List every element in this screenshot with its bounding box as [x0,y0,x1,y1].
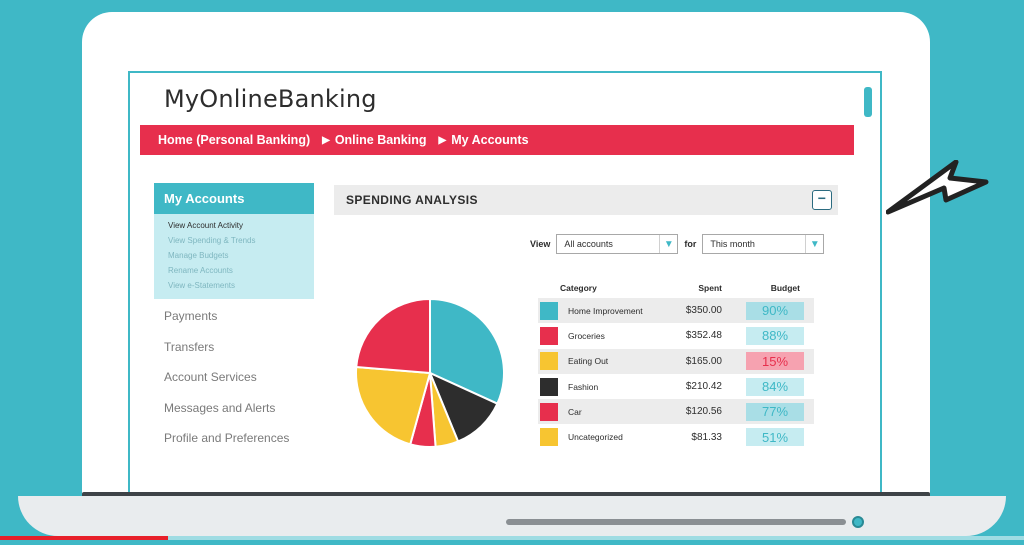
table-header: Category Spent Budget [538,278,814,298]
power-indicator [852,516,864,528]
pie-slice-uncategorized [355,365,432,446]
header-budget: Budget [770,283,800,293]
category-swatch [540,326,558,345]
category-swatch [540,402,558,421]
row-category: Groceries [568,330,605,341]
sidebar-item-payments[interactable]: Payments [164,309,218,323]
video-progress-fill [0,536,168,540]
category-swatch [540,352,558,371]
site-brand: MyOnlineBanking [164,85,377,113]
scrollbar-track[interactable] [864,85,872,493]
account-select-value: All accounts [564,239,613,249]
category-swatch [540,377,558,396]
video-progress-bar[interactable] [0,536,1024,540]
row-spent: $352.48 [685,330,722,342]
category-swatch [540,428,558,447]
pie-slice-home-improvement [429,297,505,405]
sidebar-submenu: View Account Activity View Spending & Tr… [154,214,314,299]
sidebar-item-profile-preferences[interactable]: Profile and Preferences [164,431,290,445]
mouse-cursor-icon [886,160,989,215]
breadcrumb-online-banking[interactable]: Online Banking [334,133,427,147]
table-row[interactable]: Eating Out $165.00 15% [538,348,814,374]
table-row[interactable]: Car $120.56 77% [538,399,814,425]
for-label: for [684,239,697,249]
header-category: Category [560,283,597,293]
submenu-view-account-activity[interactable]: View Account Activity [168,221,243,230]
breadcrumb-my-accounts[interactable]: My Accounts [451,133,529,147]
collapse-button[interactable]: − [812,190,832,210]
view-label: View [530,239,551,249]
table-body: Home Improvement $350.00 90% Groceries $352.… [538,298,814,450]
budget-badge: 88% [746,326,804,345]
row-category: Uncategorized [568,432,623,443]
scrollbar-thumb[interactable] [864,87,872,117]
submenu-view-spending-trends[interactable]: View Spending & Trends [168,236,256,245]
spending-analysis-header: SPENDING ANALYSIS − [334,185,838,215]
submenu-manage-budgets[interactable]: Manage Budgets [168,251,229,260]
table-row[interactable]: Groceries $352.48 88% [538,323,814,348]
row-category: Car [568,406,582,417]
breadcrumb-home[interactable]: Home (Personal Banking) [158,133,311,147]
browser-screen: MyOnlineBanking Home (Personal Banking) … [128,71,882,495]
table-row[interactable]: Uncategorized $81.33 51% [538,424,814,449]
budget-badge: 84% [746,377,804,396]
budget-badge: 90% [746,301,804,320]
row-spent: $120.56 [685,406,722,418]
header-spent: Spent [698,283,722,293]
sidebar-item-messages-alerts[interactable]: Messages and Alerts [164,400,276,415]
pie-slice-groceries [355,297,431,375]
row-category: Home Improvement [568,305,643,316]
row-spent: $165.00 [685,355,722,367]
budget-badge: 77% [746,402,804,421]
spending-table: Category Spent Budget Home Improvement $3… [538,278,814,450]
row-spent: $81.33 [691,431,722,443]
sidebar-heading-my-accounts[interactable]: My Accounts [154,183,314,214]
chevron-down-icon[interactable]: ▼ [805,235,823,253]
sidebar-links: Payments Transfers Account Services Mess… [154,307,314,460]
row-category: Eating Out [568,356,609,367]
spending-pie-chart [355,297,505,448]
submenu-rename-accounts[interactable]: Rename Accounts [168,266,233,275]
sidebar: My Accounts View Account Activity View S… [154,183,314,460]
breadcrumb-separator-icon: ▶ [438,134,447,146]
category-swatch [540,301,558,320]
row-spent: $210.42 [685,381,722,393]
account-select[interactable]: All accounts ▼ [556,234,679,254]
sidebar-item-transfers[interactable]: Transfers [164,339,215,354]
row-category: Fashion [568,381,599,392]
budget-badge: 51% [746,428,804,447]
table-row[interactable]: Fashion $210.42 84% [538,374,814,399]
breadcrumb-separator-icon: ▶ [322,134,330,146]
chevron-down-icon[interactable]: ▼ [659,235,677,253]
table-row[interactable]: Home Improvement $350.00 90% [538,298,814,324]
budget-badge: 15% [746,352,804,371]
submenu-view-e-statements[interactable]: View e-Statements [168,281,235,290]
sidebar-item-account-services[interactable]: Account Services [164,370,257,384]
row-spent: $350.00 [685,305,722,317]
panel-title: SPENDING ANALYSIS [346,193,478,207]
trackpad-bar [506,519,846,525]
laptop-base [18,496,1006,536]
period-select[interactable]: This month ▼ [702,234,825,254]
filters-row: View All accounts ▼ for This month ▼ [530,234,830,254]
period-select-value: This month [710,239,755,249]
breadcrumb: Home (Personal Banking) ▶ Online Banking… [140,125,854,155]
